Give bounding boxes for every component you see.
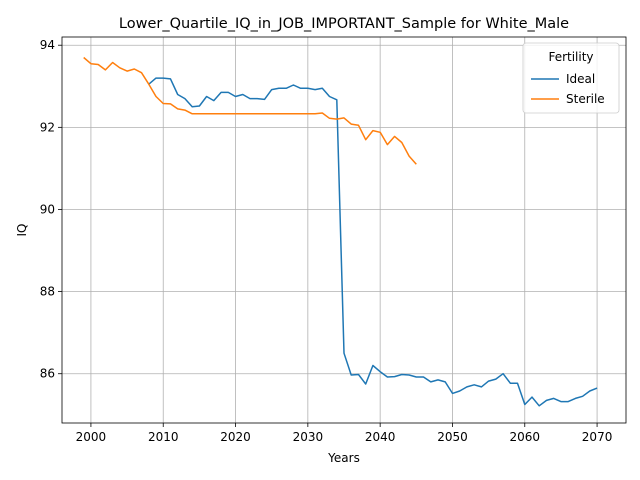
x-tick-label: 2020 (220, 430, 251, 444)
x-axis-label: Years (327, 451, 360, 465)
x-tick-label: 2070 (582, 430, 613, 444)
legend-title: Fertility (548, 50, 593, 64)
y-tick-label: 90 (40, 202, 55, 216)
x-tick-label: 2060 (509, 430, 540, 444)
y-tick-label: 88 (40, 285, 55, 299)
chart-title: Lower_Quartile_IQ_in_JOB_IMPORTANT_Sampl… (119, 16, 569, 32)
x-tick-label: 2050 (437, 430, 468, 444)
y-tick-label: 94 (40, 38, 55, 52)
x-tick-label: 2030 (293, 430, 324, 444)
y-tick-label: 92 (40, 120, 55, 134)
x-tick-label: 2040 (365, 430, 396, 444)
y-axis-label: IQ (15, 224, 29, 237)
y-tick-label: 86 (40, 367, 55, 381)
legend-label-ideal: Ideal (566, 72, 595, 86)
x-tick-label: 2010 (148, 430, 179, 444)
legend: Fertility Ideal Sterile (523, 43, 619, 113)
legend-label-sterile: Sterile (566, 92, 605, 106)
x-tick-label: 2000 (76, 430, 107, 444)
